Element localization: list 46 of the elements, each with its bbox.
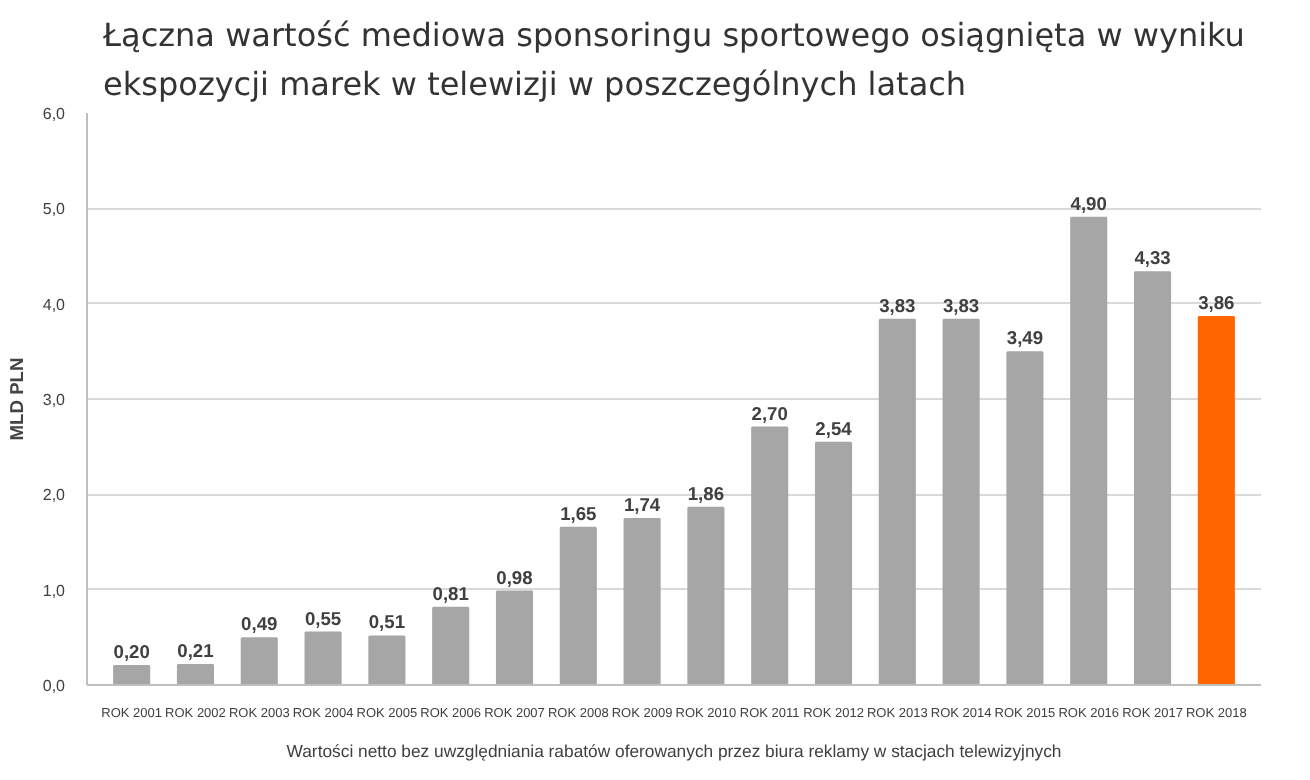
y-tick-label: 1,0 [42,581,67,600]
y-tick-label: 3,0 [42,391,67,409]
bar [623,518,661,685]
y-tick-label: 6,0 [42,105,67,123]
bar [495,590,534,685]
data-label: 0,55 [304,608,342,629]
bar [687,506,725,685]
data-label: 3,83 [879,295,916,316]
bar [559,526,597,685]
bar [240,637,278,685]
y-tick-label: 5,0 [42,200,67,219]
y-tick-label: 4,0 [42,295,67,314]
chart-title: Łączna wartość mediowa sponsoringu sportowego osiągnięta w wyniku ekspozycji marek w telewizji w poszczególnych latach [101,15,1245,103]
data-label: 4,90 [1070,193,1107,214]
bar [1197,316,1235,685]
data-label: 0,98 [496,567,533,588]
y-tick-label: 2,0 [42,486,67,505]
bar [942,318,980,685]
bar [113,664,151,685]
data-label: 1,65 [560,503,597,524]
bar [1133,271,1172,685]
bar [814,441,853,685]
data-label: 0,21 [177,640,214,661]
data-label: 1,86 [687,483,725,504]
bar [432,606,470,685]
data-label: 1,74 [623,495,662,516]
data-label: 3,86 [1198,293,1235,314]
bar [176,663,215,685]
data-label: 0,51 [368,612,406,633]
bar [1006,351,1044,685]
text: Wartości netto bez uwzględniania rabatów oferowanych przez biura reklamy w stacjach telewizyjnych [286,741,1062,761]
data-label: 0,81 [432,583,469,604]
bar [878,318,916,685]
bar [368,635,406,685]
bar [304,631,342,685]
data-label: 4,33 [1134,248,1171,269]
data-label: 3,49 [1006,328,1044,349]
bar [751,426,789,685]
y-tick-label: 0,0 [42,677,67,695]
data-label: 3,83 [942,295,980,316]
data-label: 2,70 [751,403,788,424]
bar [1070,216,1108,685]
data-label: 0,49 [241,614,278,635]
data-label: 0,20 [113,641,150,662]
data-label: 2,54 [815,418,854,439]
y-axis-title: MLD PLN [6,357,27,441]
